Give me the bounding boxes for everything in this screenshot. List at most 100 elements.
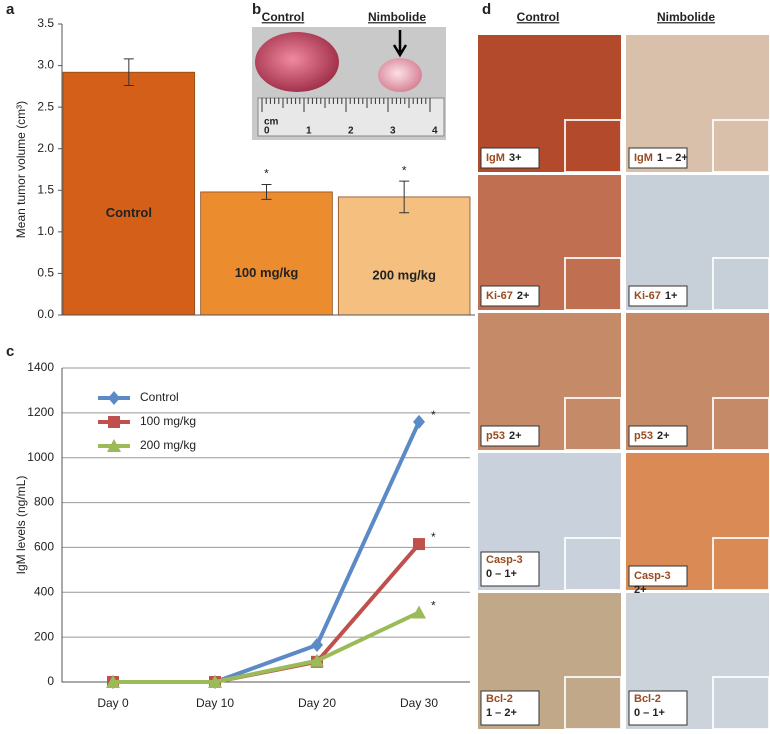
legend-label: 200 mg/kg [140, 438, 196, 452]
ihc-label-box [480, 690, 540, 726]
marker [106, 675, 120, 688]
ihc-marker: IgM [486, 152, 505, 164]
significance: * [431, 599, 436, 613]
ihc-label-box [480, 147, 540, 169]
ihc-score: 1 – 2+ [486, 707, 517, 719]
y-tick-label: 2.0 [37, 141, 54, 155]
marker [413, 414, 425, 429]
significance: * [264, 167, 269, 181]
ruler-label: 0 [264, 126, 270, 137]
y-tick-label: 0 [47, 674, 54, 688]
y-tick-label: 0.5 [37, 266, 54, 280]
ihc-inset [564, 397, 622, 451]
ihc-label-box [480, 425, 540, 447]
ihc-label: Bcl-2 1 – 2+ [486, 693, 517, 719]
bar [337, 196, 471, 316]
x-tick-label: Day 30 [400, 696, 438, 710]
ihc-score: 0 – 1+ [486, 568, 517, 580]
marker [310, 653, 324, 667]
panel-label: d [482, 1, 491, 18]
ihc-label: Ki-67 1+ [634, 290, 677, 302]
bar [200, 191, 333, 316]
ihc-score: 1 – 2+ [657, 152, 688, 164]
marker [208, 675, 222, 688]
legend-marker [108, 391, 120, 405]
ihc-label: IgM 1 – 2+ [634, 152, 688, 164]
ihc-label: Casp-3 0 – 1+ [486, 554, 523, 580]
ihc-label: Bcl-2 0 – 1+ [634, 693, 665, 719]
marker [311, 637, 323, 652]
ihc-score: 2+ [634, 584, 647, 596]
ihc-header: Control [517, 10, 560, 24]
significance: * [431, 530, 436, 544]
ihc-label-box [628, 565, 688, 587]
ihc-inset [712, 119, 770, 173]
series-line [113, 420, 421, 684]
legend-label: Control [140, 390, 179, 404]
tumor [378, 58, 422, 92]
photo-header: Control [262, 10, 305, 24]
ihc-marker: IgM [634, 152, 653, 164]
y-tick-label: 1.5 [37, 182, 54, 196]
ihc-marker: Casp-3 [634, 570, 671, 582]
arrow [392, 30, 408, 58]
bar [62, 71, 196, 316]
legend-label: 100 mg/kg [140, 414, 196, 428]
y-axis-label: IgM levels (ng/mL) [14, 476, 28, 575]
ihc-label: p53 2+ [486, 430, 522, 442]
series-line [113, 610, 420, 684]
ruler [257, 97, 445, 137]
ihc-marker: p53 [486, 430, 505, 442]
ihc-inset [712, 257, 770, 311]
ihc-label-box [628, 285, 688, 307]
ihc-label: IgM 3+ [486, 152, 522, 164]
ihc-marker: Bcl-2 [634, 693, 661, 705]
significance: * [402, 163, 407, 177]
significance: * [431, 408, 436, 422]
y-tick-label: 1400 [27, 360, 54, 374]
ihc-label-box [480, 285, 540, 307]
y-tick-label: 400 [34, 584, 54, 598]
ihc-score: 3+ [509, 152, 522, 164]
ihc-label-box [628, 147, 688, 169]
ihc-inset [712, 537, 770, 591]
ruler-unit: cm [264, 117, 279, 128]
ihc-inset [712, 397, 770, 451]
y-axis-label: Mean tumor volume (cm³) [14, 101, 28, 238]
series-line [113, 542, 421, 684]
y-tick-label: 200 [34, 629, 54, 643]
bar-label: 100 mg/kg [235, 265, 299, 280]
panel-label: b [252, 1, 261, 18]
y-tick-label: 2.5 [37, 99, 54, 113]
ihc-score: 2+ [657, 430, 670, 442]
ihc-score: 2+ [509, 430, 522, 442]
marker [413, 538, 425, 551]
marker [412, 605, 426, 619]
ihc-score: 1+ [665, 290, 678, 302]
error-bar [261, 183, 272, 200]
y-tick-label: 1000 [27, 450, 54, 464]
y-tick-label: 1.0 [37, 224, 54, 238]
ihc-inset [564, 257, 622, 311]
tumor [255, 32, 339, 92]
legend-marker [107, 439, 121, 452]
legend-marker [108, 416, 120, 428]
ihc-inset [712, 676, 770, 730]
ihc-inset [564, 119, 622, 173]
bar-label: Control [106, 205, 152, 220]
y-tick-label: 0.0 [37, 307, 54, 321]
y-tick-label: 800 [34, 495, 54, 509]
ihc-marker: Casp-3 [486, 554, 523, 566]
axes [61, 368, 470, 683]
axes [61, 24, 475, 316]
ruler-label: 3 [390, 126, 396, 137]
ihc-label-box [628, 690, 688, 726]
ihc-marker: Ki-67 [486, 290, 513, 302]
ihc-label-box [480, 551, 540, 587]
ruler-label: 4 [432, 126, 438, 137]
ihc-label: p53 2+ [634, 430, 670, 442]
y-tick-label: 1200 [27, 405, 54, 419]
y-tick-label: 3.5 [37, 16, 54, 30]
ihc-marker: Bcl-2 [486, 693, 513, 705]
